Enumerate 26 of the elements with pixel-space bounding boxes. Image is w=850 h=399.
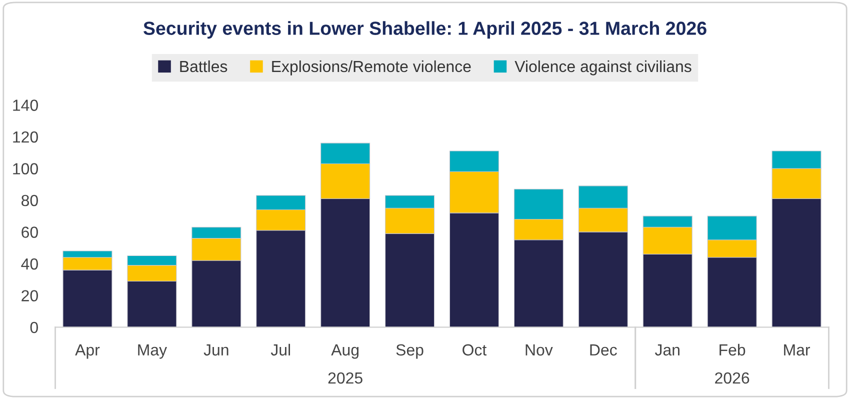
y-tick-label: 20 (22, 290, 38, 302)
x-tick-label: Sep (396, 344, 424, 359)
y-tick-label: 0 (30, 322, 38, 334)
x-tick-label: Aug (331, 344, 358, 359)
x-tick-label: Mar (784, 344, 810, 356)
chart-title: Security events in Lower Shabelle: 1 April 2025 - 31 March 2026 (144, 21, 706, 39)
y-tick-label: 100 (13, 163, 38, 174)
x-tick-label: Jul (270, 344, 290, 356)
text: 2025 (328, 372, 362, 384)
legend-label: Violence against civilians (514, 60, 692, 76)
x-tick-label: Nov (526, 344, 553, 356)
x-tick-label: May (138, 344, 167, 359)
legend-label: Battles (180, 60, 228, 72)
x-tick-label: Jan (654, 344, 680, 356)
legend-label: Explosions/Remote violence (272, 60, 471, 76)
y-tick-label: 120 (13, 131, 38, 143)
y-tick-label: 60 (22, 226, 38, 238)
x-tick-label: Jun (204, 344, 228, 356)
text: 2026 (715, 372, 750, 384)
x-tick-label: Oct (462, 344, 487, 356)
y-tick-label: 140 (13, 100, 38, 111)
y-tick-label: 80 (22, 194, 38, 206)
x-tick-label: Apr (75, 344, 100, 359)
y-tick-label: 40 (21, 258, 38, 270)
x-tick-label: Feb (720, 344, 746, 356)
x-tick-label: Dec (590, 344, 617, 356)
